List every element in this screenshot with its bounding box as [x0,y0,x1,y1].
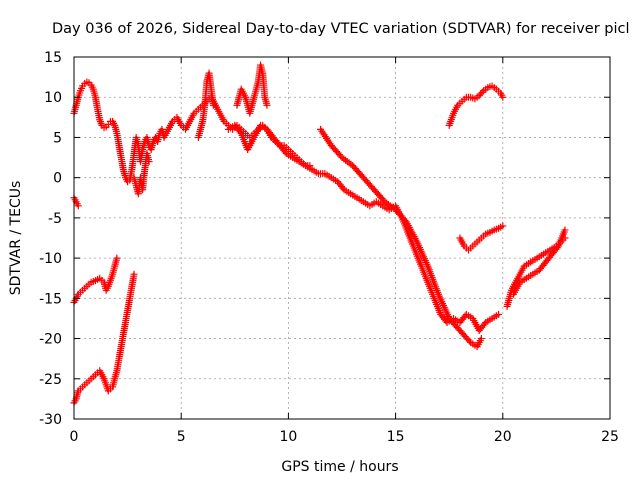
series-5 [317,125,485,351]
data-point [74,202,82,210]
chart-title: Day 036 of 2026, Sidereal Day-to-day VTE… [52,21,630,37]
x-tick-label: 15 [387,429,405,445]
x-tick-label: 10 [279,429,297,445]
data-point [339,184,347,192]
data-point [113,254,121,262]
data-point [263,101,271,109]
data-point [236,128,244,136]
series-12 [70,270,138,407]
grid [74,57,610,419]
data-point [480,320,488,328]
data-point [561,226,569,234]
data-point [553,244,561,252]
x-tick-label: 0 [70,429,79,445]
y-tick-label: -20 [39,332,62,348]
data-point [145,158,153,166]
series-10 [70,194,82,210]
series-3 [233,61,271,117]
data-point [499,222,507,230]
y-tick-label: -25 [39,372,62,388]
series-11 [70,254,121,306]
y-tick-label: -5 [48,211,62,227]
x-tick-label: 20 [494,429,512,445]
series-2 [194,69,217,141]
x-tick-label: 5 [177,429,186,445]
axis-ticks: 0 5 10 15 20 25 -30 -25 -20 -15 -10 -5 0 5 10 15 [39,50,619,445]
series-7 [456,222,507,254]
series-0 [70,78,314,186]
series-9 [510,226,569,298]
data-point [495,310,503,318]
y-tick-label: -30 [39,412,62,428]
data-point [477,335,485,343]
series-6 [445,82,507,129]
data-series [70,61,569,407]
y-tick-label: 10 [44,90,62,106]
y-tick-label: 15 [44,50,62,66]
x-tick-label: 25 [601,429,619,445]
data-point [281,148,289,156]
series-4 [224,121,503,335]
y-axis-label: SDTVAR / TECUs [8,181,24,296]
x-axis-label: GPS time / hours [281,459,398,475]
plot-frame [73,56,611,420]
y-tick-label: -15 [39,291,62,307]
data-point [130,270,138,278]
data-point [478,88,486,96]
y-tick-label: -10 [39,251,62,267]
y-tick-label: 5 [53,130,62,146]
y-tick-label: 0 [53,171,62,187]
data-point [499,93,507,101]
data-point [209,101,217,109]
series-1 [130,150,153,198]
